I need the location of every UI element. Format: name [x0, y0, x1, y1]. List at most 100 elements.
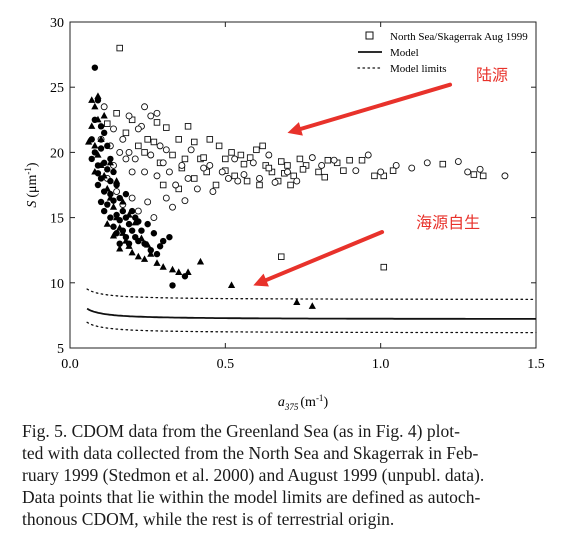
data-point-square: [215, 142, 223, 150]
caption-line: Data points that lie within the model li…: [22, 487, 481, 507]
data-point-open-circle: [206, 161, 214, 169]
caption-line: ruary 1999 (Stedmon et al. 2000) and Aug…: [22, 465, 485, 485]
data-point-filled-triangle: [184, 268, 192, 275]
data-point-open-circle: [231, 155, 239, 163]
legend-label: North Sea/Skagerrak Aug 1999: [390, 31, 528, 43]
model-limit-lower: [86, 321, 537, 334]
data-point-open-circle: [293, 177, 301, 185]
data-point-open-circle: [162, 146, 170, 154]
data-point-square: [290, 172, 297, 180]
data-point-open-circle: [162, 194, 170, 202]
data-point-square: [163, 124, 170, 131]
data-point-filled-triangle: [103, 184, 111, 192]
data-point-square: [321, 173, 328, 181]
data-point-square: [141, 149, 148, 156]
data-point-filled-circle: [104, 201, 111, 208]
data-point-filled-triangle: [134, 252, 142, 260]
data-point-open-circle: [464, 168, 472, 176]
data-point-square: [470, 171, 478, 178]
data-point-open-circle: [144, 198, 152, 206]
data-point-filled-circle: [107, 177, 114, 185]
data-point-open-circle: [100, 103, 108, 111]
data-point-square: [135, 142, 142, 150]
caption-line: Fig. 5. CDOM data from the Greenland Sea…: [22, 421, 460, 441]
data-point-square: [278, 158, 285, 165]
data-point-filled-triangle: [100, 171, 108, 179]
y-tick-label: 5: [57, 342, 64, 357]
data-point-filled-triangle: [91, 167, 99, 175]
data-point-filled-circle: [116, 240, 123, 247]
data-point-filled-circle: [153, 250, 161, 258]
data-point-square: [315, 168, 322, 176]
data-point-open-circle: [134, 125, 142, 133]
data-point-open-circle: [119, 135, 127, 143]
data-point-square: [184, 123, 192, 130]
data-point-open-circle: [284, 168, 291, 176]
data-point-square: [253, 146, 260, 154]
data-point-filled-triangle: [137, 234, 146, 242]
data-point-open-circle: [271, 178, 279, 186]
data-point-open-circle: [318, 161, 326, 169]
y-axis-label: S(μm-1): [23, 162, 40, 208]
data-point-open-circle: [125, 112, 133, 120]
data-point-filled-circle: [125, 220, 133, 228]
data-point-filled-circle: [107, 214, 114, 221]
data-point-square: [175, 136, 182, 143]
data-point-square: [200, 154, 207, 161]
data-point-open-circle: [377, 168, 385, 176]
data-point-open-circle: [141, 168, 149, 176]
data-point-filled-circle: [156, 243, 164, 250]
annotation-arrow-shaft: [298, 82, 453, 131]
data-point-open-circle: [364, 151, 372, 159]
legend: North Sea/Skagerrak Aug 1999 Model Model l…: [357, 31, 528, 75]
data-point-open-circle: [209, 188, 217, 195]
data-point-open-circle: [501, 172, 509, 180]
data-point-open-circle: [131, 155, 139, 163]
annotation-arrow-head: [287, 122, 303, 136]
data-point-square: [439, 160, 447, 168]
data-point-filled-triangle: [109, 231, 118, 239]
data-point-open-circle: [408, 164, 416, 172]
tick-layer: 0.0 0.5 1.0 1.5 5 10 15 20 25 30: [50, 16, 545, 372]
data-point-filled-circle: [94, 181, 102, 189]
model-curve: [86, 307, 536, 320]
data-point-filled-triangle: [94, 92, 102, 99]
data-point-filled-circle: [150, 230, 158, 237]
data-point-filled-circle: [116, 194, 123, 202]
data-point-open-circle: [187, 146, 195, 154]
data-point-square: [222, 155, 229, 163]
data-point-filled-triangle: [119, 197, 127, 205]
data-point-filled-triangle: [125, 242, 133, 249]
data-point-square: [380, 263, 388, 271]
data-point-open-circle: [147, 151, 155, 159]
data-point-square: [206, 136, 214, 143]
model-limit-upper: [86, 288, 537, 301]
data-point-square: [169, 151, 176, 159]
data-point-filled-triangle: [116, 224, 124, 231]
data-point-square: [181, 155, 189, 163]
data-point-square: [284, 162, 291, 169]
x-axis-label: a375 (m-1): [278, 393, 329, 412]
data-point-open-circle: [224, 175, 232, 182]
data-point-square: [153, 119, 161, 126]
data-point-filled-circle: [128, 227, 136, 234]
data-point-open-circle: [423, 159, 431, 167]
data-point-square: [122, 129, 130, 137]
data-point-filled-triangle: [293, 298, 301, 305]
plot-frame: [69, 21, 537, 349]
legend-label: Model limits: [390, 63, 447, 75]
data-point-square: [191, 138, 198, 146]
data-point-filled-triangle: [119, 229, 127, 236]
data-point-filled-circle: [104, 166, 111, 173]
data-point-square: [256, 181, 263, 189]
data-point-filled-triangle: [131, 218, 139, 226]
data-point-filled-circle: [91, 64, 99, 71]
data-point-square: [212, 181, 220, 189]
data-point-square: [278, 253, 285, 260]
legend-label: Model: [390, 47, 419, 59]
data-point-filled-triangle: [128, 248, 136, 256]
model-layer: [86, 288, 537, 334]
data-point-open-circle: [153, 109, 161, 117]
annotation-arrow-head: [253, 273, 269, 287]
